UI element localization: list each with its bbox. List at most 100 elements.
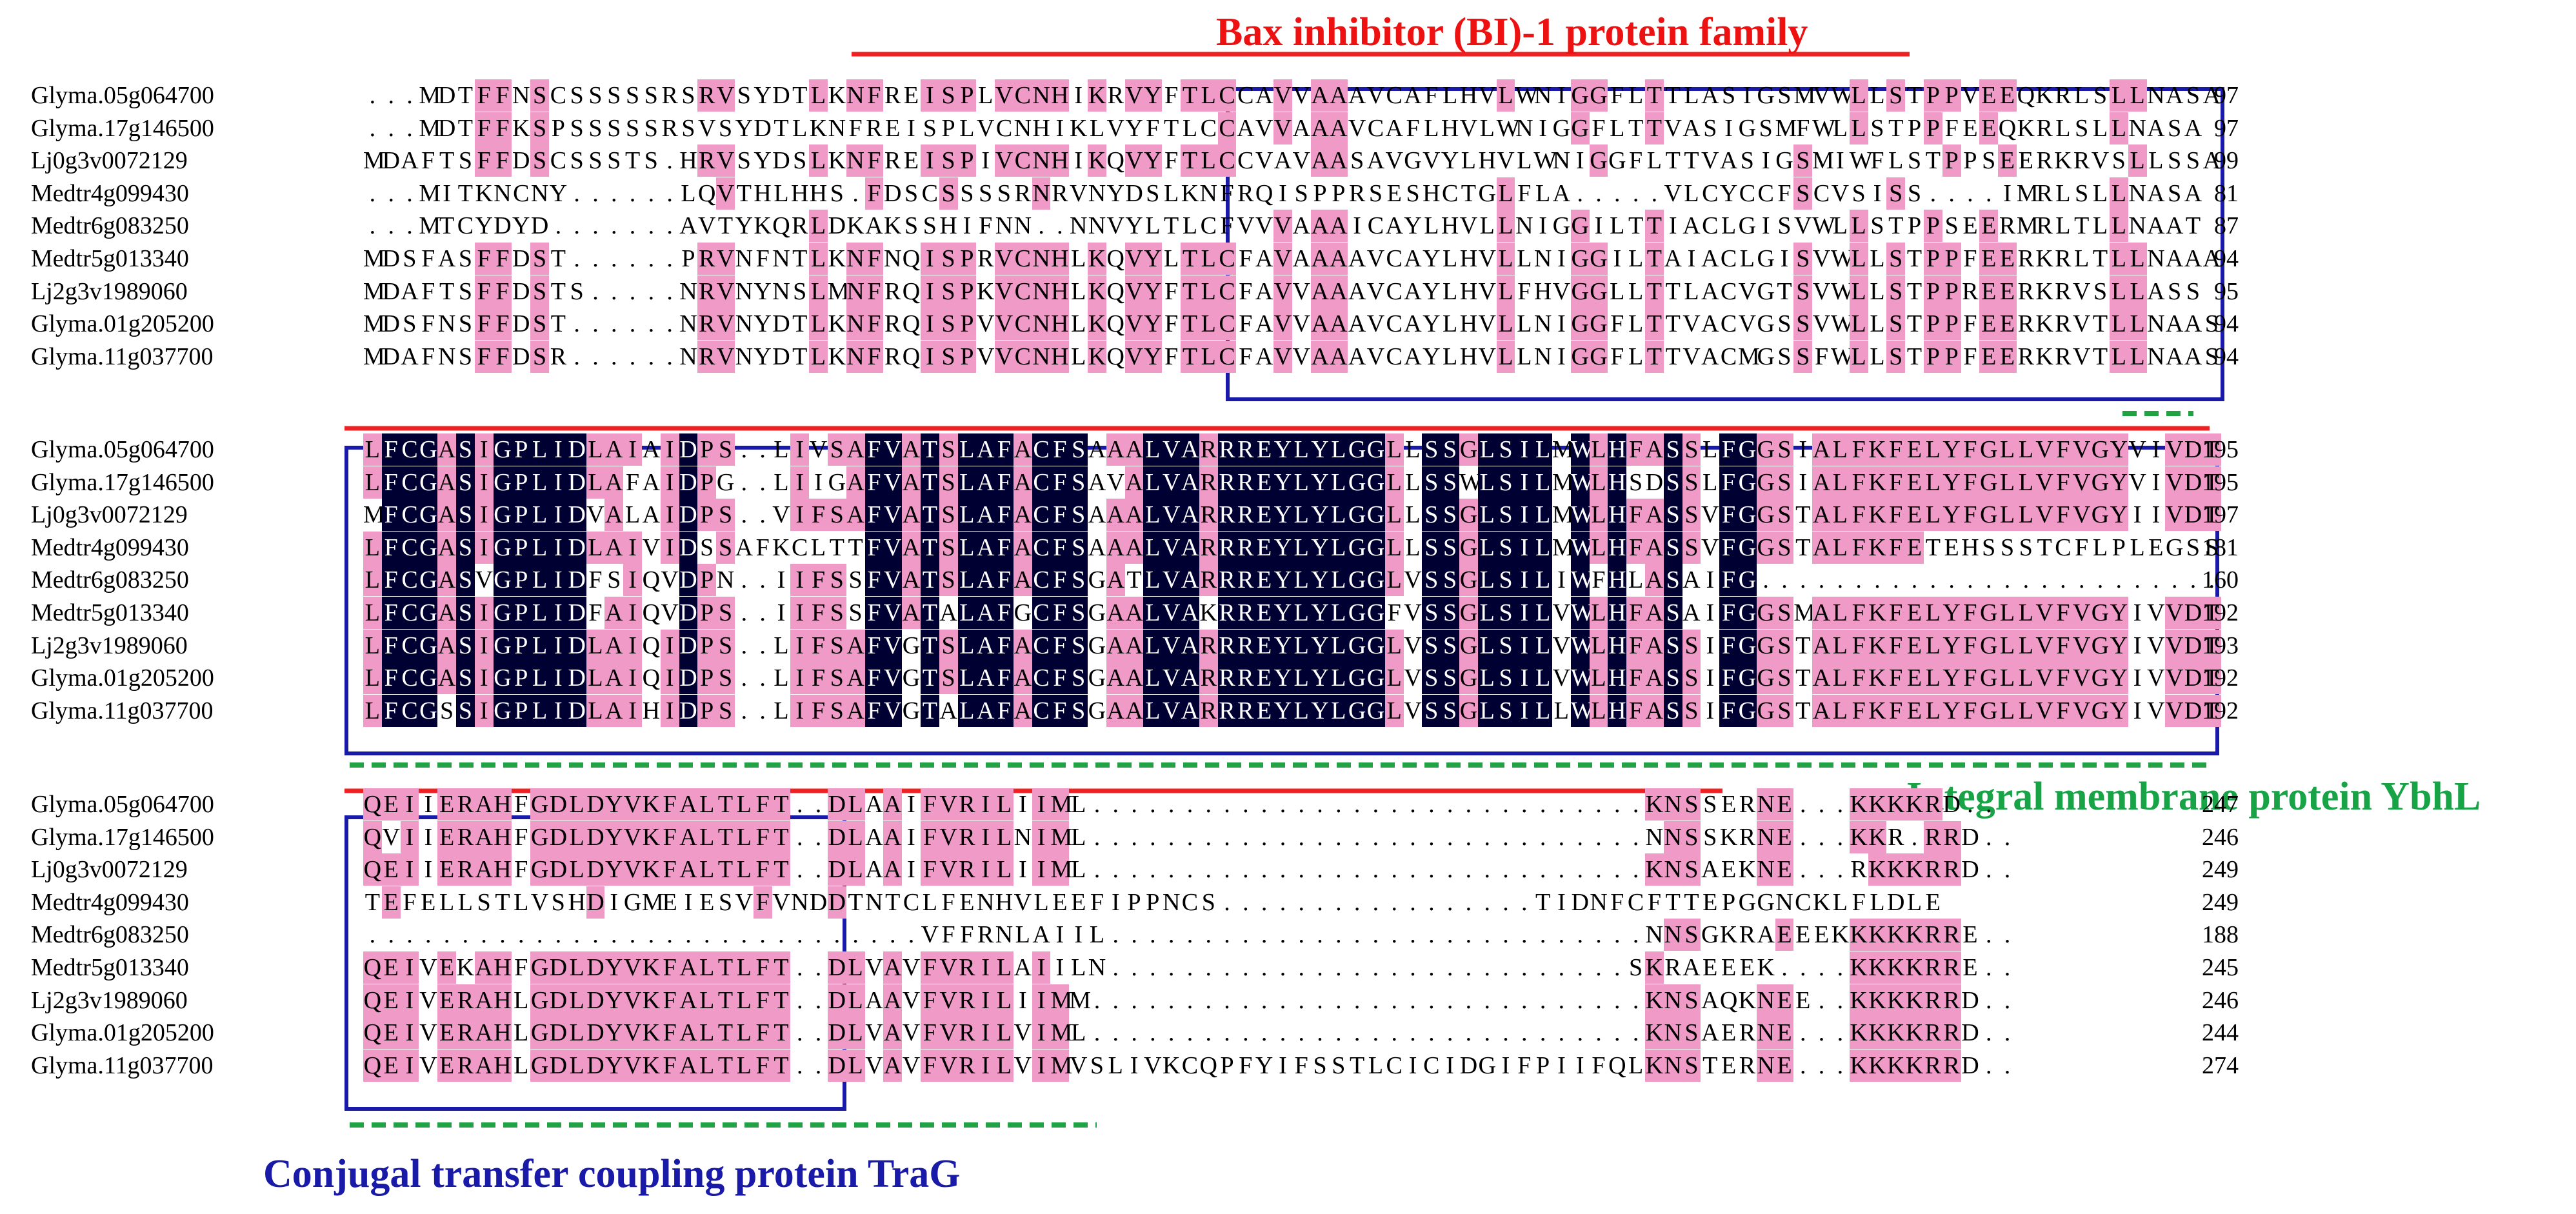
residue: S — [960, 179, 974, 207]
residue: L — [1182, 114, 1198, 142]
residue: H — [1608, 564, 1627, 597]
residue: R — [1999, 212, 2016, 240]
residue: . — [1446, 954, 1453, 981]
residue: A — [1329, 210, 1348, 243]
residue: A — [1701, 1019, 1719, 1047]
residue: F — [1626, 597, 1645, 629]
residue: L — [1477, 499, 1497, 532]
residue: . — [1112, 823, 1119, 851]
residue: V — [2147, 664, 2165, 692]
residue: F — [2053, 499, 2073, 532]
residue: . — [1261, 823, 1268, 851]
residue: F — [381, 433, 401, 466]
residue: R — [1739, 1051, 1756, 1079]
residue: A — [976, 662, 995, 695]
residue: E — [1721, 954, 1737, 981]
residue: C — [1813, 179, 1830, 207]
residue: R — [1236, 499, 1255, 532]
residue: D — [827, 886, 846, 919]
residue: T — [1795, 664, 1811, 692]
residue: A — [679, 788, 698, 821]
residue: D — [754, 114, 772, 142]
residue: . — [1391, 823, 1397, 851]
residue: . — [1372, 791, 1379, 818]
residue: Y — [1273, 433, 1292, 466]
sequence-name: Lj0g3v0072129 — [31, 856, 188, 884]
residue: F — [995, 564, 1013, 597]
residue: K — [1886, 951, 1906, 984]
residue: K — [828, 147, 846, 175]
residue: V — [1273, 112, 1292, 144]
residue: E — [1905, 662, 1924, 695]
residue: . — [369, 82, 376, 109]
residue: V — [419, 1019, 437, 1047]
residue: I — [1724, 114, 1733, 142]
residue: S — [2204, 310, 2219, 338]
residue: I — [1515, 629, 1534, 662]
residue: L — [1589, 662, 1608, 695]
residue: G — [419, 466, 438, 499]
residue: L — [567, 788, 586, 821]
residue: A — [1088, 468, 1106, 496]
residue: S — [1777, 82, 1792, 109]
residue: D — [586, 1017, 605, 1050]
residue: . — [1131, 954, 1137, 981]
residue: A — [865, 856, 883, 884]
residue: F — [753, 1017, 772, 1050]
residue: D — [1961, 823, 1979, 851]
residue: I — [1557, 888, 1566, 916]
sequence-row: ... MT CYDYD....... AVTYKQR LDKAK S S H I F NN.. NN… — [363, 210, 2202, 243]
residue: T — [716, 984, 735, 1017]
residue: R — [1236, 433, 1255, 466]
residue: V — [902, 954, 921, 981]
residue: G — [493, 466, 512, 499]
residue: S — [570, 82, 584, 109]
residue: L — [1830, 499, 1850, 532]
residue: . — [1614, 823, 1621, 851]
residue-count: 246 — [2202, 986, 2239, 1014]
residue: A — [679, 1049, 698, 1082]
residue: F — [1626, 433, 1645, 466]
residue: L — [1477, 466, 1497, 499]
residue: N — [995, 212, 1013, 240]
residue: E — [1979, 210, 1999, 243]
residue: G — [1459, 662, 1478, 695]
residue: I — [400, 1017, 419, 1050]
residue: S — [979, 179, 993, 207]
residue: I — [1018, 986, 1027, 1014]
residue: D — [1459, 1051, 1478, 1079]
residue: T — [1665, 147, 1681, 175]
residue: K — [1868, 433, 1887, 466]
residue: Y — [1273, 629, 1292, 662]
residue: C — [400, 531, 419, 564]
residue: M — [1050, 1049, 1072, 1082]
residue: E — [699, 888, 715, 916]
residue: S — [455, 466, 475, 499]
residue: S — [1944, 212, 1959, 240]
residue: L — [1292, 694, 1311, 727]
residue: . — [1465, 856, 1472, 884]
residue: . — [1503, 1019, 1509, 1047]
residue: S — [827, 597, 846, 629]
residue: L — [1443, 310, 1458, 338]
residue: . — [1985, 954, 1992, 981]
residue: V — [661, 599, 679, 626]
residue: D — [679, 531, 698, 564]
residue: L — [1384, 629, 1404, 662]
residue: G — [1348, 564, 1367, 597]
residue: S — [939, 662, 958, 695]
residue: S — [1496, 531, 1515, 564]
residue: C — [1013, 243, 1032, 275]
residue: L — [1071, 791, 1086, 818]
residue: V — [2035, 694, 2054, 727]
residue: F — [1090, 888, 1104, 916]
residue: V — [475, 566, 493, 594]
residue: Y — [754, 147, 772, 175]
residue: . — [1800, 566, 1806, 594]
residue: F — [1647, 888, 1661, 916]
residue: V — [2128, 468, 2146, 496]
residue: V — [1124, 144, 1144, 177]
residue: V — [1162, 531, 1181, 564]
residue: D — [586, 886, 605, 919]
residue: A — [437, 433, 456, 466]
